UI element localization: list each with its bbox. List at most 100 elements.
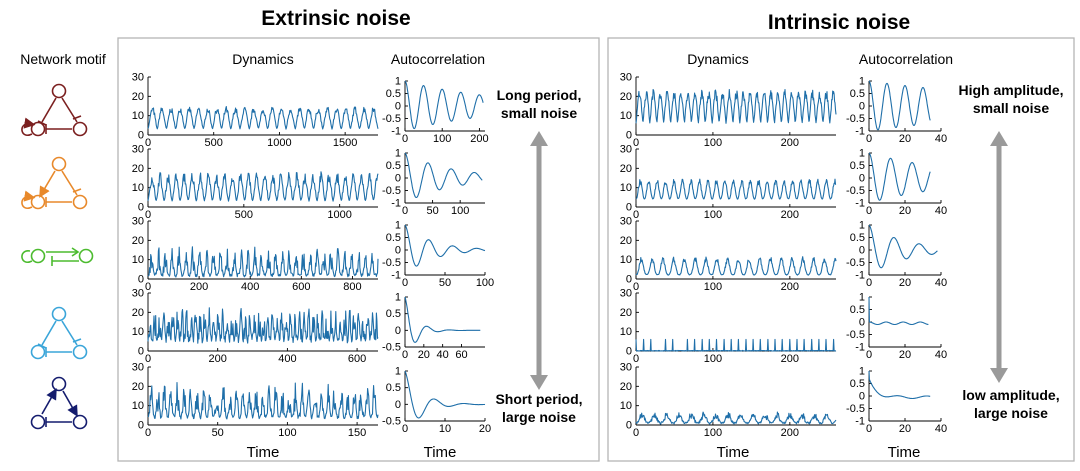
- extrinsic-autocorr-xlabel: Time: [424, 444, 457, 461]
- extrinsic-note-top-2: small noise: [501, 105, 577, 121]
- dynamics-0-2-x-tick-label: 800: [343, 281, 361, 293]
- motif-activator-feedback-icon: [30, 376, 88, 430]
- intrinsic-panel: [607, 37, 1075, 462]
- intrinsic-dynamics-header: Dynamics: [687, 51, 748, 67]
- autocorr-0-3-y-tick-label: -0.5: [382, 342, 401, 354]
- autocorr-1-0-x-tick-label: 40: [935, 133, 947, 145]
- dynamics-0-3-y-tick-label: 30: [132, 288, 144, 300]
- motif-incoherent-feedforward-icon: [21, 156, 88, 210]
- autocorr-0-2-x-tick-label: 0: [402, 277, 408, 289]
- autocorr-1-2-x-tick-label: 20: [899, 277, 911, 289]
- dynamics-0-0-x-tick-label: 1500: [333, 137, 357, 149]
- dynamics-0-4-y-tick-label: 0: [138, 420, 144, 432]
- dynamics-1-1-x-tick-label: 100: [704, 209, 722, 221]
- intrinsic-title: Intrinsic noise: [768, 11, 910, 34]
- motif-repressilator-selfloop-icon: [21, 83, 88, 137]
- intrinsic-note-bottom-2: large noise: [974, 405, 1048, 421]
- autocorr-1-1-x-tick-label: 20: [899, 205, 911, 217]
- autocorr-trace: [868, 296, 929, 326]
- intrinsic-autocorr-header: Autocorrelation: [859, 51, 953, 67]
- autocorr-1-0-x-tick-label: 20: [899, 133, 911, 145]
- dynamics-trace: [635, 411, 837, 425]
- extrinsic-note-bottom-2: large noise: [502, 409, 576, 425]
- dynamics-0-3-y-tick-label: 20: [132, 307, 144, 319]
- autocorr-1-3-y-tick-label: 0: [859, 317, 865, 329]
- dynamics-0-4-x-tick-label: 50: [212, 427, 224, 439]
- dynamics-trace: [147, 246, 379, 278]
- dynamics-0-2-y-tick-label: 10: [132, 254, 144, 266]
- dynamics-1-3-x-tick-label: 100: [704, 353, 722, 365]
- dynamics-1-4-x-tick-label: 100: [704, 427, 722, 439]
- extrinsic-dynamics-xlabel: Time: [247, 444, 280, 461]
- autocorr-trace: [868, 370, 931, 400]
- autocorr-0-0-y-tick-label: 0: [395, 101, 401, 113]
- autocorr-0-0-x-tick-label: 100: [433, 133, 451, 145]
- dynamics-1-1-x-tick-label: 200: [781, 209, 799, 221]
- dynamics-0-3-x-tick-label: 400: [278, 353, 296, 365]
- autocorr-0-1-y-tick-label: 0.5: [386, 160, 401, 172]
- dynamics-trace: [147, 105, 379, 130]
- autocorr-0-4-x-tick-label: 10: [439, 423, 451, 435]
- intrinsic-note-top-1: High amplitude,: [959, 82, 1064, 98]
- autocorr-0-2-y-tick-label: 0.5: [386, 232, 401, 244]
- autocorr-1-4-y-tick-label: -1: [855, 416, 865, 428]
- dynamics-0-2-y-tick-label: 30: [132, 216, 144, 228]
- dynamics-1-4-y-tick-label: 0: [626, 420, 632, 432]
- dynamics-1-2-x-tick-label: 0: [633, 281, 639, 293]
- autocorr-1-1-y-tick-label: -1: [855, 198, 865, 210]
- autocorr-1-0-y-tick-label: 0.5: [850, 88, 865, 100]
- autocorr-trace: [868, 152, 931, 201]
- autocorr-trace: [868, 80, 931, 131]
- autocorr-1-2-y-tick-label: -0.5: [846, 257, 865, 269]
- autocorr-0-2-y-tick-label: 0: [395, 245, 401, 257]
- intrinsic-note-bottom-1: low amplitude,: [962, 387, 1059, 403]
- dynamics-0-4-y-tick-label: 30: [132, 362, 144, 374]
- dynamics-1-3-x-tick-label: 200: [781, 353, 799, 365]
- autocorr-1-3-y-tick-label: -0.5: [846, 329, 865, 341]
- autocorr-0-3-x-tick-label: 0: [402, 349, 408, 361]
- autocorr-trace: [404, 152, 483, 199]
- autocorr-1-0-x-tick-label: 0: [866, 133, 872, 145]
- dynamics-trace: [147, 382, 379, 420]
- dynamics-1-4-y-tick-label: 30: [620, 362, 632, 374]
- dynamics-trace: [635, 338, 837, 352]
- extrinsic-autocorr-header: Autocorrelation: [391, 51, 485, 67]
- dynamics-0-4-x-tick-label: 100: [278, 427, 296, 439]
- autocorr-1-0-y-tick-label: 1: [859, 76, 865, 88]
- dynamics-0-4-y-tick-label: 10: [132, 400, 144, 412]
- autocorr-1-1-y-tick-label: -0.5: [846, 185, 865, 197]
- dynamics-0-2-x-tick-label: 600: [292, 281, 310, 293]
- dynamics-0-4-y-tick-label: 20: [132, 381, 144, 393]
- autocorr-1-1-x-tick-label: 0: [866, 205, 872, 217]
- autocorr-1-2-x-tick-label: 40: [935, 277, 947, 289]
- dynamics-1-0-x-tick-label: 200: [781, 137, 799, 149]
- autocorr-0-1-x-tick-label: 100: [451, 205, 469, 217]
- extrinsic-note-top-1: Long period,: [497, 87, 582, 103]
- autocorr-0-3-y-tick-label: 1: [395, 292, 401, 304]
- autocorr-trace: [404, 370, 486, 419]
- autocorr-1-1-y-tick-label: 1: [859, 148, 865, 160]
- autocorr-0-1-y-tick-label: 0: [395, 173, 401, 185]
- dynamics-1-0-y-tick-label: 20: [620, 91, 632, 103]
- dynamics-1-2-x-tick-label: 100: [704, 281, 722, 293]
- dynamics-1-3-y-tick-label: 0: [626, 346, 632, 358]
- autocorr-1-1-x-tick-label: 40: [935, 205, 947, 217]
- extrinsic-double-arrow: [530, 131, 548, 390]
- intrinsic-note-top-2: small noise: [973, 100, 1049, 116]
- autocorr-0-4-y-tick-label: 0.5: [386, 382, 401, 394]
- dynamics-1-2-y-tick-label: 30: [620, 216, 632, 228]
- dynamics-1-3-x-tick-label: 0: [633, 353, 639, 365]
- dynamics-1-3-y-tick-label: 10: [620, 326, 632, 338]
- dynamics-0-3-x-tick-label: 600: [348, 353, 366, 365]
- dynamics-1-0-y-tick-label: 10: [620, 110, 632, 122]
- motif-repressilator-icon: [30, 306, 88, 360]
- autocorr-1-4-x-tick-label: 40: [935, 423, 947, 435]
- motif-two-node-feedback-icon: [21, 247, 94, 266]
- autocorr-1-2-y-tick-label: 1: [859, 220, 865, 232]
- dynamics-trace: [147, 307, 379, 344]
- autocorr-1-1-y-tick-label: 0.5: [850, 160, 865, 172]
- autocorr-1-0-y-tick-label: 0: [859, 101, 865, 113]
- dynamics-trace: [147, 171, 379, 202]
